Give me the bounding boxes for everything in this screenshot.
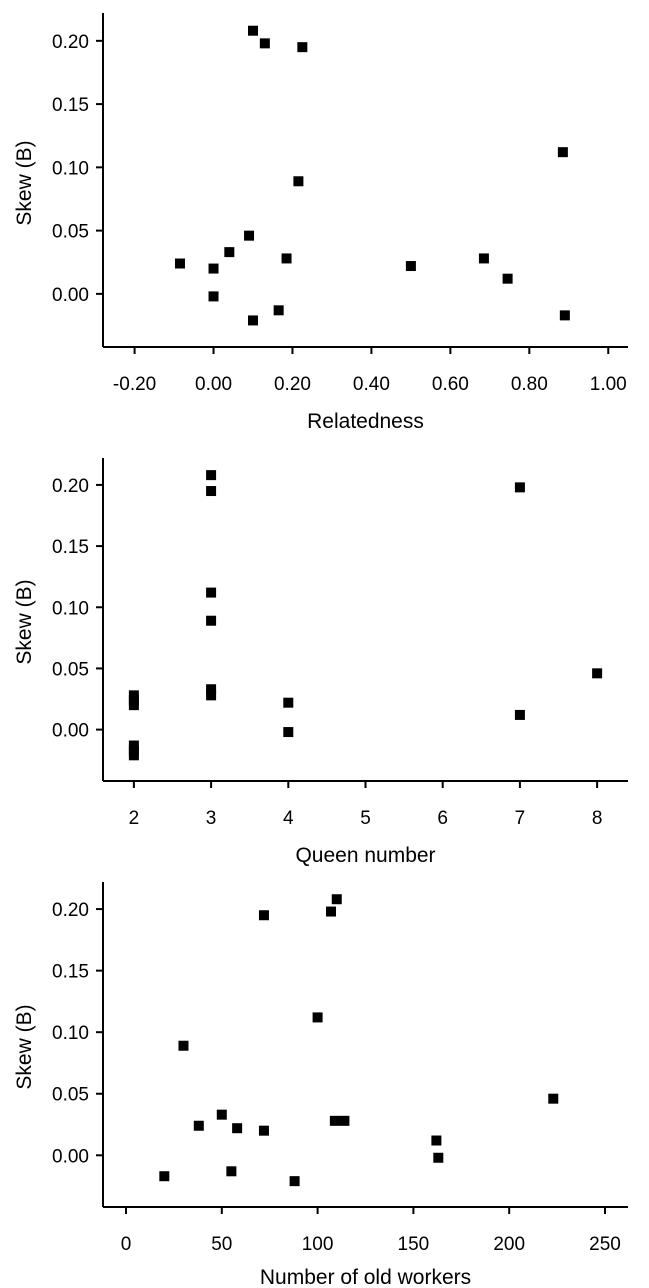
x-tick-label: -0.20 [113,374,156,395]
data-point [206,470,217,481]
data-point [206,587,217,598]
x-axis-title: Number of old workers [260,1266,471,1288]
y-tick-label: 0.15 [52,537,89,558]
chart-panel-3: 0.00 0.05 0.10 0.15 0.20 0 50 100 150 200 250 Numbe… [13,882,628,1288]
y-tick-label: 0.15 [52,962,89,983]
data-point [259,38,270,49]
x-tick-label: 8 [592,808,603,829]
data-point [206,684,217,695]
x-tick-label: 100 [302,1234,334,1255]
data-point [559,310,570,321]
y-tick-label: 0.10 [52,598,89,619]
chart-panel-2: 0.00 0.05 0.10 0.15 0.20 2 3 4 5 6 7 8 Queen number S… [13,458,628,867]
y-tick-label: 0.05 [52,222,89,243]
data-point [178,1040,189,1051]
x-axis-title: Relatedness [307,410,424,433]
data-point [431,1135,442,1146]
data-point [128,700,139,711]
y-tick-label: 0.00 [52,721,89,742]
data-point [514,482,525,493]
y-tick-label: 0.10 [52,1023,89,1044]
data-point [206,486,217,497]
data-point [216,1109,227,1120]
x-tick-label: 0.80 [511,374,548,395]
y-tick-label: 0.20 [52,476,89,497]
y-axis-title: Skew (B) [13,579,36,664]
data-point [281,253,292,264]
x-tick-label: 200 [493,1234,525,1255]
data-point [208,263,219,274]
x-tick-label: 250 [589,1234,621,1255]
chart-panel-1: 0.00 0.05 0.10 0.15 0.20 -0.20 0.00 0.20 0.40 0.6… [13,13,628,433]
data-point [405,261,416,272]
x-tick-label: 5 [360,808,371,829]
x-tick-label: 4 [283,808,294,829]
y-tick-label: 0.20 [52,900,89,921]
data-point [331,894,342,905]
data-point [258,1125,269,1136]
data-point [206,690,217,701]
data-point [232,1123,243,1134]
data-point [592,668,603,679]
x-tick-label: 0.40 [353,374,390,395]
data-point [244,230,255,241]
data-point [248,315,258,326]
data-point [206,615,217,626]
y-axis-title: Skew (B) [13,140,36,225]
x-tick-label: 0.00 [195,374,232,395]
data-point [273,305,284,316]
y-tick-label: 0.15 [52,95,89,116]
data-point [329,1115,340,1126]
x-tick-label: 3 [206,808,217,829]
data-point [224,247,235,258]
x-tick-label: 7 [515,808,526,829]
data-point [283,697,294,708]
data-point [193,1120,204,1131]
y-axis-title: Skew (B) [13,1004,36,1089]
data-point [478,253,489,264]
x-tick-label: 0.20 [274,374,311,395]
data-point [289,1176,300,1187]
data-point [226,1166,237,1177]
x-tick-label: 0.60 [432,374,469,395]
y-tick-label: 0.10 [52,158,89,179]
data-point [502,273,513,284]
x-tick-label: 50 [211,1234,232,1255]
x-tick-label: 6 [437,808,448,829]
x-tick-label: 0 [121,1234,132,1255]
x-tick-label: 1.00 [590,374,627,395]
data-point [258,910,269,921]
data-point [312,1012,323,1023]
data-point [557,147,568,158]
data-point [433,1152,444,1163]
data-point [128,750,139,761]
data-point [159,1171,170,1182]
y-tick-label: 0.00 [52,1146,89,1167]
data-point [208,291,219,302]
y-tick-label: 0.05 [52,1085,89,1106]
data-point [174,258,185,269]
y-tick-label: 0.05 [52,659,89,680]
data-point [293,176,304,187]
data-point [548,1093,559,1104]
x-axis-title: Queen number [295,844,435,867]
data-point [297,42,308,53]
x-tick-label: 150 [398,1234,430,1255]
data-point [283,727,294,738]
y-tick-label: 0.00 [52,285,89,306]
data-point [248,25,258,36]
y-tick-label: 0.20 [52,32,89,53]
x-tick-label: 2 [129,808,140,829]
data-point [339,1115,350,1126]
data-point [514,709,525,720]
data-point [326,906,337,917]
